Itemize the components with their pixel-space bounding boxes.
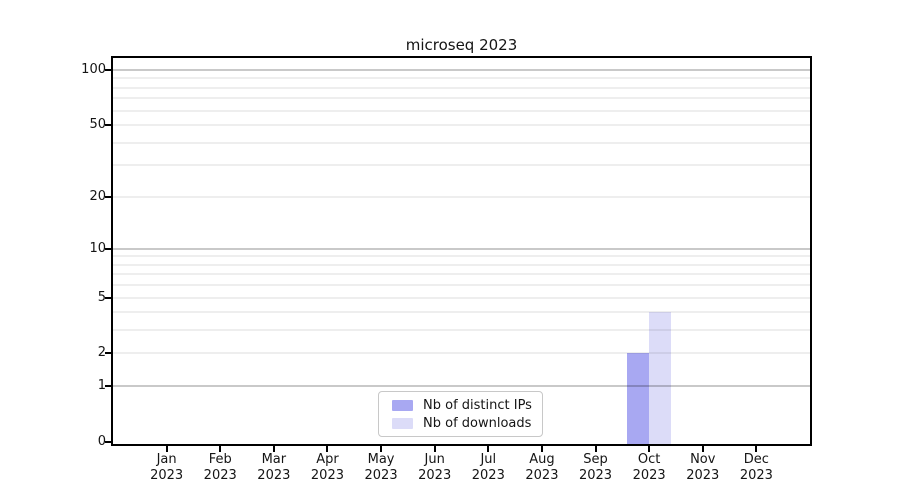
x-tick-year: 2023	[257, 468, 291, 483]
y-gridline-minor	[113, 195, 810, 198]
x-tick-month: Jun	[424, 452, 445, 467]
legend-label: Nb of distinct IPs	[423, 397, 532, 413]
legend: Nb of distinct IPs Nb of downloads	[378, 391, 543, 437]
y-tick	[105, 247, 111, 250]
y-tick	[105, 385, 111, 388]
y-gridline-minor	[113, 109, 810, 112]
y-gridline-minor	[113, 86, 810, 89]
y-gridline-minor	[113, 97, 810, 100]
y-tick	[105, 69, 111, 72]
x-tick-label: Mar 2023	[242, 452, 306, 484]
x-tick-label: Sep 2023	[564, 452, 628, 484]
y-tick	[105, 195, 111, 198]
x-tick-year: 2023	[632, 468, 666, 483]
y-gridline-minor	[113, 284, 810, 287]
y-gridline-minor	[113, 77, 810, 80]
x-tick	[326, 446, 329, 452]
x-tick-label: Oct 2023	[617, 452, 681, 484]
x-tick-label: Jul 2023	[456, 452, 520, 484]
y-tick	[105, 124, 111, 127]
x-tick-year: 2023	[739, 468, 773, 483]
x-tick-month: Jan	[156, 452, 177, 467]
y-gridline-minor	[113, 296, 810, 299]
x-tick-month: Mar	[261, 452, 287, 467]
y-tick	[105, 352, 111, 355]
y-tick-label: 50	[89, 117, 106, 133]
x-tick-label: Nov 2023	[671, 452, 735, 484]
y-gridline-minor	[113, 329, 810, 332]
y-gridline-major	[113, 69, 810, 72]
x-tick-month: Apr	[316, 452, 339, 467]
legend-row: Nb of distinct IPs	[392, 396, 534, 414]
x-tick-year: 2023	[418, 468, 452, 483]
x-tick-year: 2023	[150, 468, 184, 483]
x-tick-label: May 2023	[349, 452, 413, 484]
y-gridline-major	[113, 247, 810, 250]
y-tick-label: 5	[97, 289, 106, 305]
bar-oct-series1	[649, 312, 671, 444]
x-tick-year: 2023	[578, 468, 613, 483]
x-tick-label: Dec 2023	[724, 452, 788, 484]
y-tick-label: 10	[89, 240, 106, 256]
chart-title: microseq 2023	[405, 36, 518, 54]
x-tick-year: 2023	[310, 468, 344, 483]
legend-row: Nb of downloads	[392, 414, 534, 432]
x-tick-month: Jul	[480, 452, 497, 467]
y-gridline-major	[113, 385, 810, 388]
y-gridline-minor	[113, 255, 810, 258]
x-tick	[165, 446, 168, 452]
y-tick-label: 1	[97, 378, 106, 394]
y-tick	[105, 441, 111, 443]
y-gridline-minor	[113, 273, 810, 276]
y-gridline-minor	[113, 352, 810, 355]
x-tick-year: 2023	[364, 468, 398, 483]
x-tick	[648, 446, 651, 452]
x-tick-year: 2023	[471, 468, 505, 483]
x-tick	[219, 446, 222, 452]
x-tick-year: 2023	[203, 468, 237, 483]
y-tick-label: 20	[89, 188, 106, 204]
legend-swatch-distinct-ips	[392, 399, 413, 411]
x-tick-month: Oct	[637, 452, 661, 467]
y-gridline-minor	[113, 141, 810, 144]
x-tick-label: Jun 2023	[403, 452, 467, 484]
x-tick-month: Sep	[583, 452, 608, 467]
x-tick-month: Nov	[690, 452, 716, 467]
x-tick	[594, 446, 597, 452]
legend-swatch-downloads	[392, 417, 413, 429]
x-tick-month: Aug	[529, 452, 555, 467]
y-gridline-minor	[113, 124, 810, 127]
plot-area	[113, 58, 810, 444]
y-tick	[105, 296, 111, 299]
legend-label: Nb of downloads	[423, 415, 532, 431]
y-tick-label: 2	[97, 345, 106, 361]
y-tick-label: 0	[97, 434, 106, 449]
bar-oct-series0	[627, 353, 650, 444]
x-tick-month: Feb	[208, 452, 232, 467]
y-gridline-minor	[113, 263, 810, 266]
x-tick	[272, 446, 275, 452]
x-tick-month: Dec	[743, 452, 769, 467]
x-tick-label: Feb 2023	[188, 452, 252, 484]
x-tick-year: 2023	[525, 468, 559, 483]
x-tick	[433, 446, 436, 452]
y-gridline-minor	[113, 164, 810, 167]
y-gridline-minor	[113, 311, 810, 314]
x-tick-label: Aug 2023	[510, 452, 574, 484]
x-tick-label: Jan 2023	[135, 452, 199, 484]
x-tick	[701, 446, 704, 452]
x-tick	[380, 446, 383, 452]
x-tick-year: 2023	[686, 468, 720, 483]
x-tick	[540, 446, 543, 452]
x-tick	[755, 446, 758, 452]
x-tick-label: Apr 2023	[295, 452, 359, 484]
x-tick	[487, 446, 490, 452]
y-tick-label: 100	[81, 62, 106, 78]
x-tick-month: May	[367, 452, 395, 467]
